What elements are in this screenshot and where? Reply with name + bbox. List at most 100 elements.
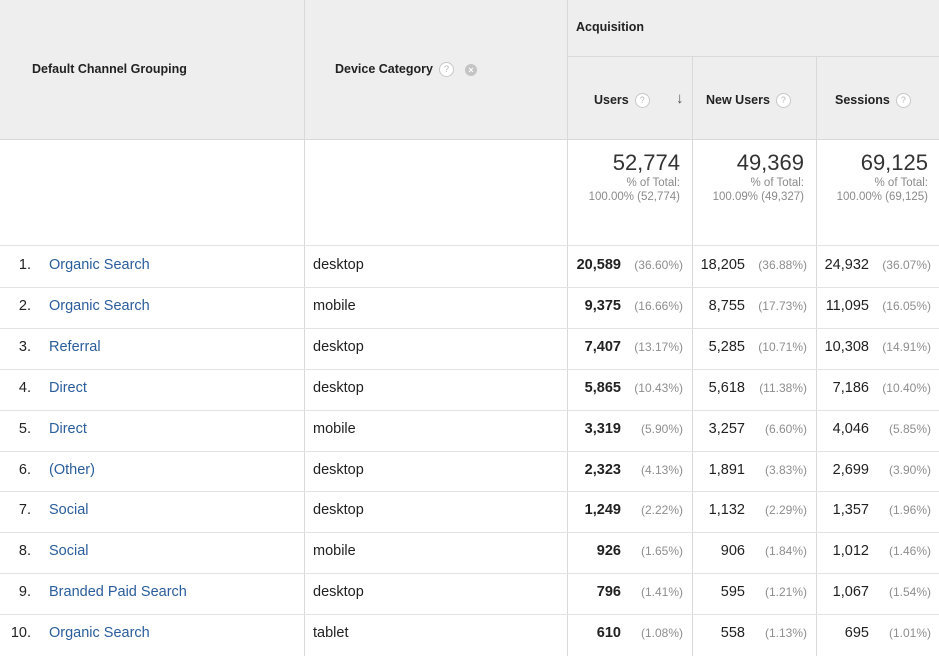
channel-link[interactable]: Organic Search bbox=[49, 298, 150, 314]
users-cell: 796 (1.41%) bbox=[571, 584, 683, 600]
total-new-users-value: 49,369 bbox=[736, 150, 804, 175]
header-default-channel-grouping[interactable]: Default Channel Grouping bbox=[32, 62, 187, 76]
row-divider bbox=[0, 451, 939, 452]
row-divider bbox=[0, 532, 939, 533]
device-category: mobile bbox=[313, 543, 356, 559]
sessions-cell-percent: (1.01%) bbox=[888, 626, 931, 640]
sessions-cell-value: 1,067 bbox=[832, 584, 869, 600]
channel-link[interactable]: (Other) bbox=[49, 462, 95, 478]
sessions-cell-value: 11,095 bbox=[825, 298, 869, 314]
users-cell-value: 610 bbox=[596, 625, 621, 641]
header-users[interactable]: Users? bbox=[594, 93, 650, 109]
new-users-cell: 5,285 (10.71%) bbox=[695, 339, 807, 355]
users-cell: 20,589 (36.60%) bbox=[571, 257, 683, 273]
new-users-cell: 8,755 (17.73%) bbox=[695, 298, 807, 314]
close-icon[interactable]: × bbox=[465, 64, 477, 76]
sessions-cell: 11,095 (16.05%) bbox=[819, 298, 931, 314]
users-cell-value: 926 bbox=[596, 543, 621, 559]
row-number: 9. bbox=[18, 584, 31, 600]
sessions-cell: 1,012 (1.46%) bbox=[819, 543, 931, 559]
channel-link[interactable]: Direct bbox=[49, 380, 87, 396]
row-divider bbox=[0, 410, 939, 411]
channel-link[interactable]: Social bbox=[49, 502, 89, 518]
row-number: 6. bbox=[18, 462, 31, 478]
row-divider bbox=[0, 328, 939, 329]
new-users-cell-value: 1,891 bbox=[708, 462, 745, 478]
channel-link[interactable]: Organic Search bbox=[49, 625, 150, 641]
help-icon[interactable]: ? bbox=[634, 93, 650, 109]
users-cell: 5,865 (10.43%) bbox=[571, 380, 683, 396]
users-cell-percent: (1.65%) bbox=[640, 544, 683, 558]
new-users-cell: 18,205 (36.88%) bbox=[695, 257, 807, 273]
sessions-cell: 7,186 (10.40%) bbox=[819, 380, 931, 396]
row-divider bbox=[0, 573, 939, 574]
users-cell: 926 (1.65%) bbox=[571, 543, 683, 559]
users-cell-percent: (5.90%) bbox=[640, 422, 683, 436]
header-device-category[interactable]: Device Category? bbox=[335, 62, 454, 78]
users-cell: 2,323 (4.13%) bbox=[571, 462, 683, 478]
total-sessions-detail: 100.00% (69,125) bbox=[836, 191, 928, 203]
new-users-cell-value: 3,257 bbox=[708, 421, 745, 437]
users-cell-value: 7,407 bbox=[584, 339, 621, 355]
help-icon[interactable]: ? bbox=[438, 62, 454, 78]
row-number: 10. bbox=[10, 625, 31, 641]
new-users-cell: 595 (1.21%) bbox=[695, 584, 807, 600]
users-cell-percent: (1.41%) bbox=[640, 585, 683, 599]
header-new-users[interactable]: New Users? bbox=[706, 93, 791, 109]
row-number: 5. bbox=[18, 421, 31, 437]
header-divider bbox=[0, 139, 939, 140]
remove-dimension-icon[interactable]: × bbox=[465, 60, 477, 78]
new-users-cell: 1,132 (2.29%) bbox=[695, 502, 807, 518]
users-cell-value: 3,319 bbox=[584, 421, 621, 437]
sort-desc-icon[interactable]: ↓ bbox=[676, 90, 684, 107]
channel-link[interactable]: Organic Search bbox=[49, 257, 150, 273]
column-divider bbox=[692, 57, 693, 656]
sessions-cell-percent: (1.96%) bbox=[888, 503, 931, 517]
device-category: desktop bbox=[313, 257, 364, 273]
total-users-label: % of Total: bbox=[626, 177, 681, 189]
new-users-cell-value: 5,285 bbox=[708, 339, 745, 355]
column-divider bbox=[816, 57, 817, 656]
device-category: desktop bbox=[313, 380, 364, 396]
header-sessions[interactable]: Sessions? bbox=[835, 93, 911, 109]
device-category: desktop bbox=[313, 502, 364, 518]
new-users-cell-percent: (10.71%) bbox=[758, 340, 807, 354]
users-cell-value: 1,249 bbox=[584, 502, 621, 518]
help-icon[interactable]: ? bbox=[895, 93, 911, 109]
sessions-cell: 2,699 (3.90%) bbox=[819, 462, 931, 478]
users-cell-percent: (10.43%) bbox=[634, 381, 683, 395]
sessions-cell-percent: (16.05%) bbox=[882, 299, 931, 313]
channel-link[interactable]: Social bbox=[49, 543, 89, 559]
new-users-cell-percent: (17.73%) bbox=[758, 299, 807, 313]
new-users-cell-value: 1,132 bbox=[708, 502, 745, 518]
new-users-cell-value: 558 bbox=[720, 625, 745, 641]
channel-link[interactable]: Direct bbox=[49, 421, 87, 437]
new-users-cell: 558 (1.13%) bbox=[695, 625, 807, 641]
users-cell-value: 796 bbox=[596, 584, 621, 600]
sessions-cell-percent: (1.54%) bbox=[888, 585, 931, 599]
help-icon[interactable]: ? bbox=[775, 93, 791, 109]
sessions-cell-value: 4,046 bbox=[832, 421, 869, 437]
sessions-cell-value: 7,186 bbox=[832, 380, 869, 396]
users-cell-value: 2,323 bbox=[584, 462, 621, 478]
new-users-cell: 906 (1.84%) bbox=[695, 543, 807, 559]
device-category: desktop bbox=[313, 339, 364, 355]
sessions-cell-percent: (5.85%) bbox=[888, 422, 931, 436]
channel-link[interactable]: Branded Paid Search bbox=[49, 584, 187, 600]
new-users-cell: 3,257 (6.60%) bbox=[695, 421, 807, 437]
header-sessions-label: Sessions bbox=[835, 93, 890, 107]
new-users-cell-percent: (36.88%) bbox=[758, 258, 807, 272]
row-number: 3. bbox=[18, 339, 31, 355]
device-category: tablet bbox=[313, 625, 349, 641]
totals-divider bbox=[0, 245, 939, 246]
row-number: 7. bbox=[18, 502, 31, 518]
users-cell-percent: (4.13%) bbox=[640, 463, 683, 477]
channel-link[interactable]: Referral bbox=[49, 339, 101, 355]
row-divider bbox=[0, 614, 939, 615]
sessions-cell-value: 1,357 bbox=[832, 502, 869, 518]
users-cell: 7,407 (13.17%) bbox=[571, 339, 683, 355]
users-cell-percent: (16.66%) bbox=[634, 299, 683, 313]
new-users-cell-percent: (1.21%) bbox=[764, 585, 807, 599]
users-cell-value: 20,589 bbox=[576, 257, 621, 273]
